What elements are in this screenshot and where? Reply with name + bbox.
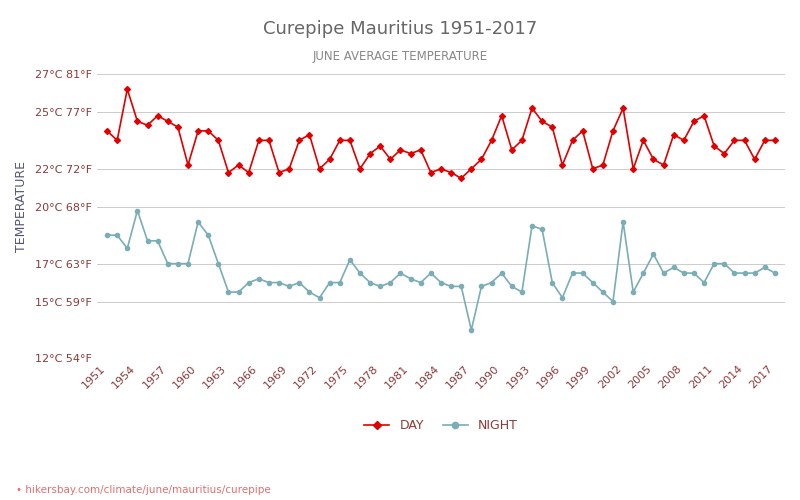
DAY [416, 147, 426, 153]
DAY [457, 176, 466, 182]
DAY [770, 138, 780, 143]
NIGHT [770, 270, 780, 276]
DAY [629, 166, 638, 172]
Legend: DAY, NIGHT: DAY, NIGHT [359, 414, 522, 437]
Y-axis label: TEMPERATURE: TEMPERATURE [15, 161, 28, 252]
Text: • hikersbay.com/climate/june/mauritius/curepipe: • hikersbay.com/climate/june/mauritius/c… [16, 485, 270, 495]
Line: DAY: DAY [105, 87, 777, 180]
DAY [194, 128, 203, 134]
DAY [730, 138, 739, 143]
Text: Curepipe Mauritius 1951-2017: Curepipe Mauritius 1951-2017 [263, 20, 537, 38]
Line: NIGHT: NIGHT [105, 208, 777, 332]
NIGHT [102, 232, 112, 238]
DAY [163, 118, 173, 124]
NIGHT [163, 260, 173, 266]
DAY [122, 86, 132, 92]
NIGHT [194, 219, 203, 225]
NIGHT [730, 270, 739, 276]
Text: JUNE AVERAGE TEMPERATURE: JUNE AVERAGE TEMPERATURE [313, 50, 487, 63]
NIGHT [133, 208, 142, 214]
NIGHT [466, 327, 476, 333]
NIGHT [386, 280, 395, 285]
NIGHT [416, 280, 426, 285]
NIGHT [629, 289, 638, 295]
DAY [386, 156, 395, 162]
DAY [102, 128, 112, 134]
